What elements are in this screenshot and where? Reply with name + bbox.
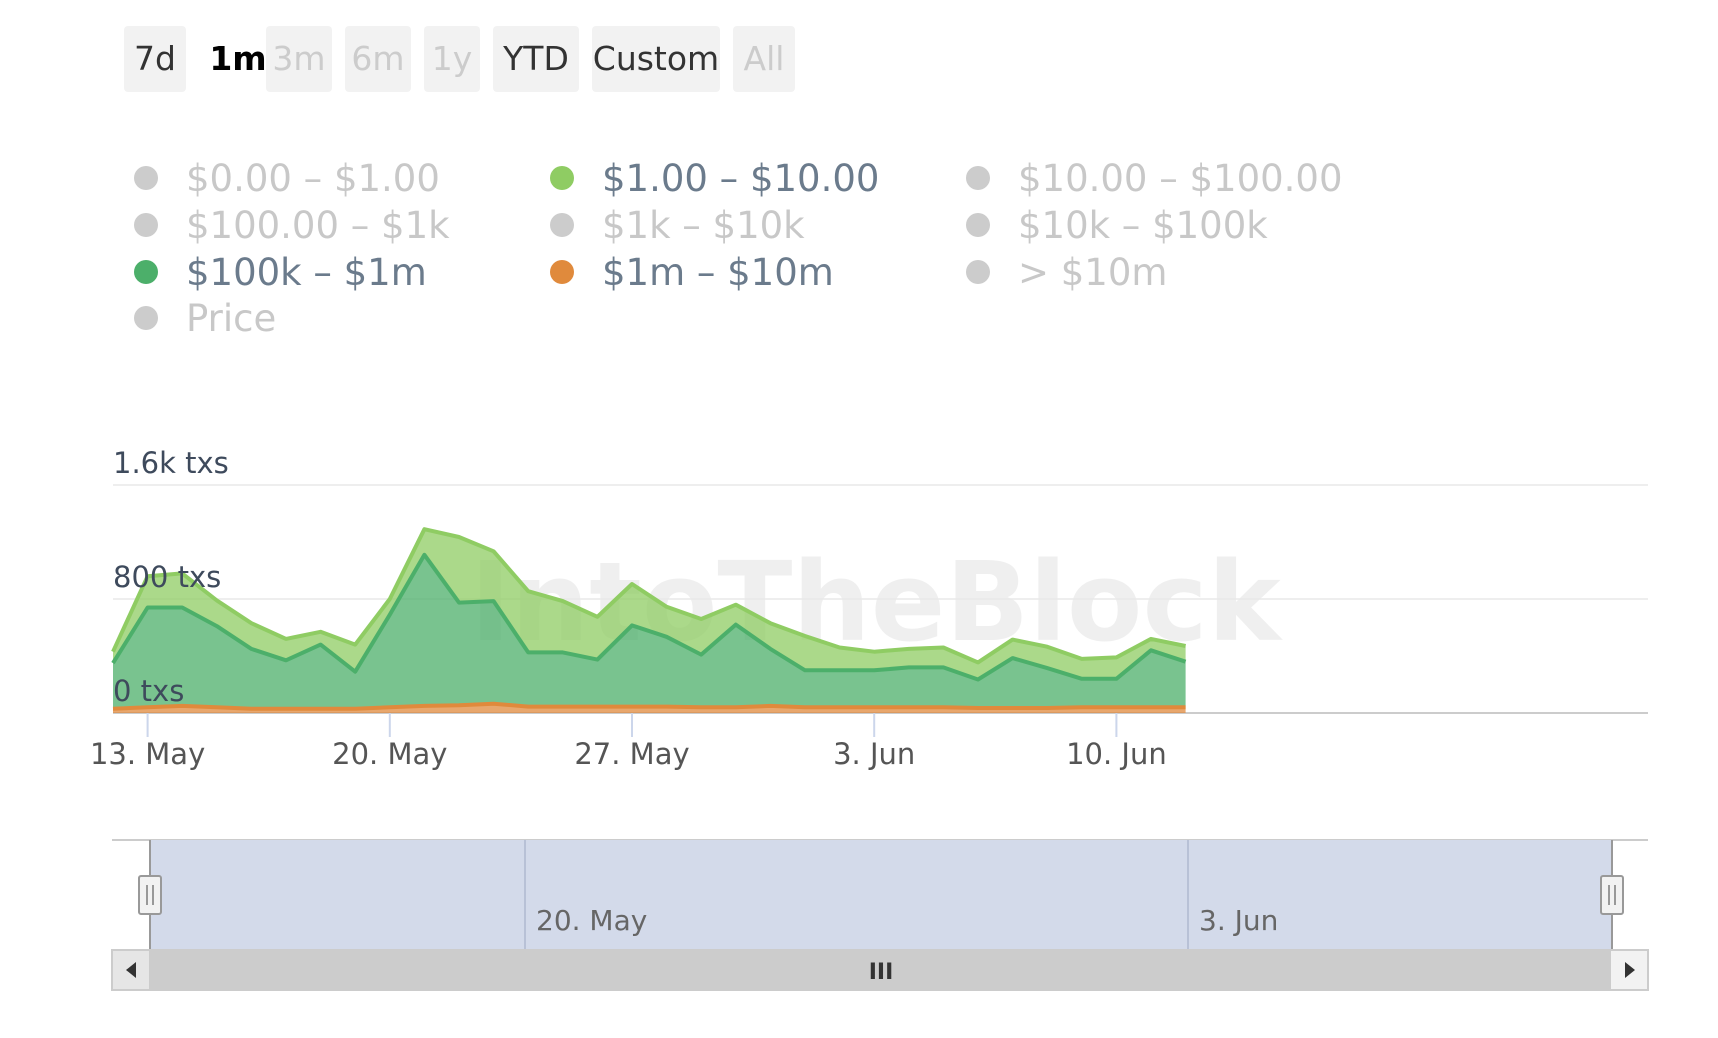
range-button-6m: 6m	[345, 26, 411, 92]
range-button-1m[interactable]: 1m	[209, 39, 267, 78]
legend-marker	[966, 166, 990, 190]
legend-item[interactable]: $10.00 – $100.00	[966, 155, 1343, 201]
x-tick-label: 27. May	[574, 737, 689, 771]
legend-label: > $10m	[1018, 250, 1168, 294]
legend-marker	[550, 260, 574, 284]
range-button-custom[interactable]: Custom	[592, 26, 720, 92]
scroll-left-button[interactable]	[111, 949, 151, 991]
legend-item[interactable]: $100k – $1m	[134, 249, 427, 295]
series-layer	[111, 527, 1187, 713]
axes: 0 txs 800 txs 1.6k txs 13. May 20. May 27. Ma…	[90, 446, 1167, 771]
scrollbar-thumb[interactable]	[150, 951, 1612, 989]
scrollbar-grip[interactable]: III	[869, 960, 894, 985]
series-line	[111, 552, 1187, 682]
legend-item[interactable]: $0.00 – $1.00	[134, 155, 440, 201]
legend-item[interactable]: > $10m	[966, 249, 1167, 295]
legend-label: $1m – $10m	[602, 250, 834, 294]
legend-item[interactable]: $1m – $10m	[550, 249, 834, 295]
y-tick-label: 1.6k txs	[113, 446, 229, 480]
navigator: 20. May 3. Jun III	[111, 839, 1649, 991]
navigator-label: 20. May	[536, 904, 647, 937]
range-button-7d[interactable]: 7d	[124, 26, 186, 92]
y-tick-label: 0 txs	[113, 674, 184, 708]
legend-marker	[134, 166, 158, 190]
navigator-handle-left[interactable]	[138, 840, 162, 950]
series-area	[113, 529, 1186, 680]
legend-item[interactable]: $1.00 – $10.00	[550, 155, 879, 201]
legend-marker	[134, 213, 158, 237]
legend-item[interactable]: $1k – $10k	[550, 202, 805, 248]
legend-marker	[550, 213, 574, 237]
y-tick-label: 800 txs	[113, 560, 221, 594]
series-1	[111, 552, 1187, 709]
legend-label: $10k – $100k	[1018, 203, 1268, 247]
range-button-ytd[interactable]: YTD	[493, 26, 579, 92]
legend-item[interactable]: $10k – $100k	[966, 202, 1268, 248]
series-line	[112, 701, 1186, 711]
legend-label: $1.00 – $10.00	[602, 156, 880, 200]
legend-marker	[134, 306, 158, 330]
legend-marker	[966, 260, 990, 284]
legend-marker	[550, 166, 574, 190]
scroll-right-button[interactable]	[1609, 949, 1649, 991]
navigator-label: 3. Jun	[1199, 904, 1278, 937]
series-0	[112, 701, 1186, 713]
x-tick-label: 13. May	[90, 737, 205, 771]
legend-label: $0.00 – $1.00	[186, 156, 440, 200]
range-button-1y: 1y	[424, 26, 480, 92]
legend-label: $100k – $1m	[186, 250, 427, 294]
navigator-selection[interactable]	[150, 840, 1612, 950]
series-line	[111, 527, 1187, 665]
series-2	[111, 527, 1187, 680]
x-tick-label: 10. Jun	[1066, 737, 1167, 771]
navigator-handle-right[interactable]	[1600, 840, 1624, 950]
legend-item[interactable]: $100.00 – $1k	[134, 202, 450, 248]
legend-marker	[134, 260, 158, 284]
range-button-all: All	[733, 26, 795, 92]
x-tick-label: 3. Jun	[833, 737, 915, 771]
legend-marker	[966, 213, 990, 237]
x-tick-label: 20. May	[332, 737, 447, 771]
legend-label: $1k – $10k	[602, 203, 805, 247]
legend-label: $100.00 – $1k	[186, 203, 450, 247]
legend-item[interactable]: Price	[134, 295, 276, 341]
legend-label: $10.00 – $100.00	[1018, 156, 1343, 200]
legend-label: Price	[186, 296, 277, 340]
range-button-3m: 3m	[266, 26, 332, 92]
